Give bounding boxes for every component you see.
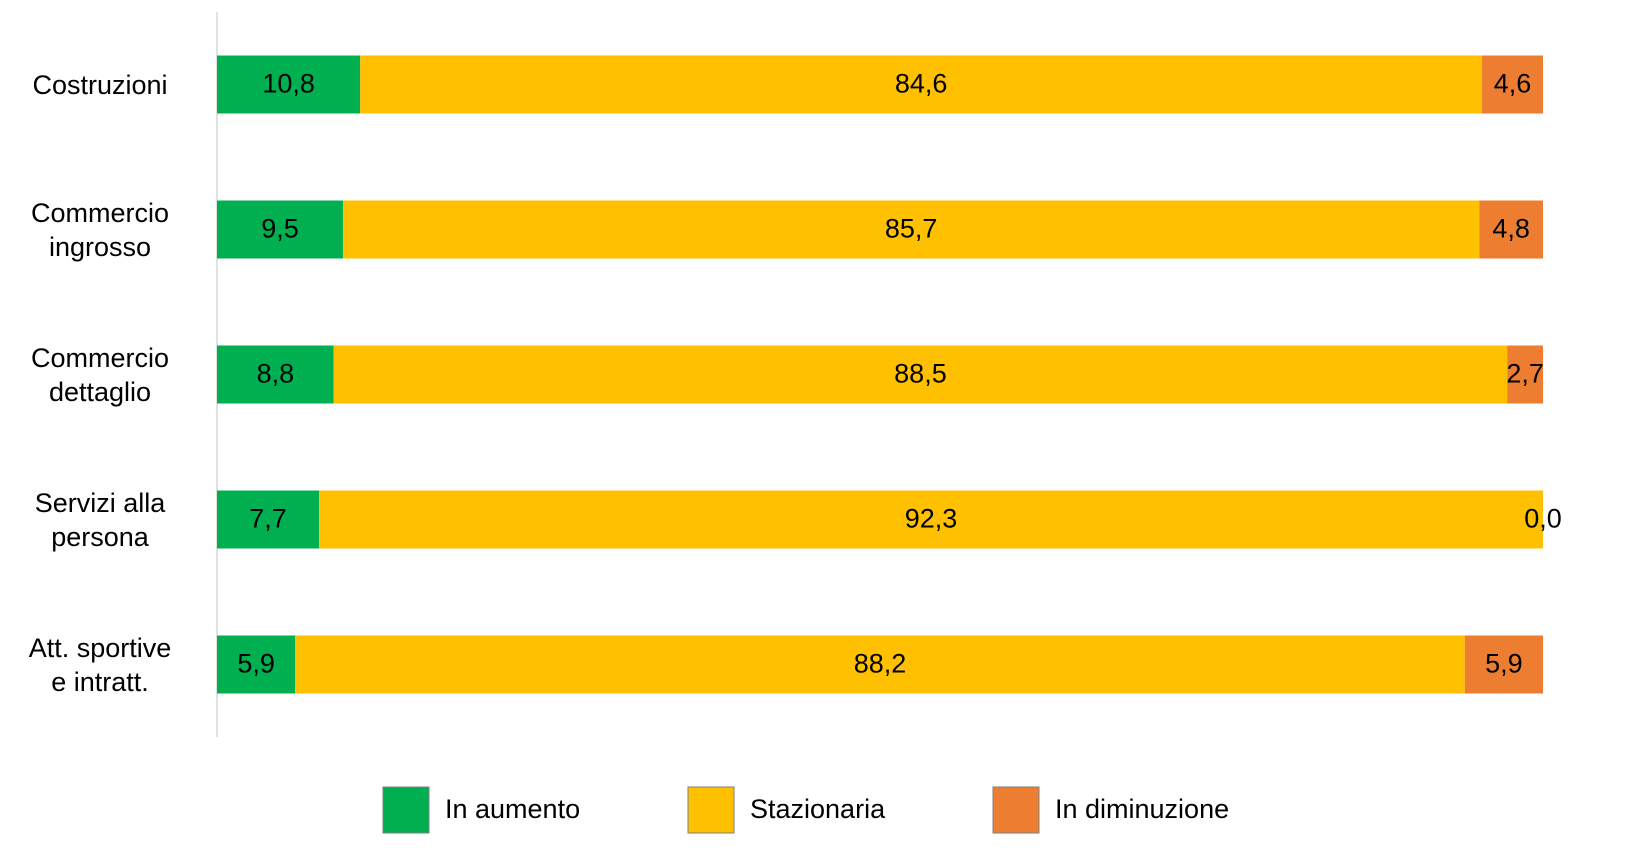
data-label: 2,7 — [1506, 359, 1544, 389]
bar-segment — [333, 345, 1508, 404]
data-label: 85,7 — [885, 214, 938, 244]
bar-segment — [342, 200, 1480, 259]
y-tick-label: Commercio ingrosso — [30, 197, 170, 262]
bar-segment — [360, 55, 1483, 114]
legend-swatch — [687, 786, 735, 834]
legend-label: In diminuzione — [1055, 794, 1229, 824]
y-tick-label: Servizi alla persona — [34, 487, 166, 552]
data-label: 92,3 — [905, 504, 958, 534]
data-label: 0,0 — [1524, 504, 1562, 534]
bar-segment — [217, 200, 343, 259]
data-label: 84,6 — [895, 69, 948, 99]
data-label: 5,9 — [1485, 649, 1523, 679]
data-label: 8,8 — [257, 359, 295, 389]
data-label: 4,6 — [1494, 69, 1532, 99]
y-tick-label: Commercio dettaglio — [30, 342, 170, 407]
bar-segment — [1464, 635, 1543, 694]
data-label: 10,8 — [262, 69, 315, 99]
legend-label: In aumento — [445, 794, 580, 824]
y-tick-label: Costruzioni — [32, 69, 168, 100]
data-label: 4,8 — [1492, 214, 1530, 244]
bar-segment — [1507, 345, 1543, 404]
legend-swatch — [992, 786, 1040, 834]
bar-segment — [295, 635, 1465, 694]
bar-segment — [217, 345, 334, 404]
bar-segment — [319, 490, 1543, 549]
data-label: 88,5 — [894, 359, 947, 389]
legend-label: Stazionaria — [750, 794, 886, 824]
data-label: 5,9 — [237, 649, 275, 679]
bar-segment — [217, 635, 296, 694]
bar-segment — [217, 55, 361, 114]
bar-segment — [217, 490, 320, 549]
y-tick-label: Att. sportive e intratt. — [28, 632, 172, 697]
data-label: 9,5 — [261, 214, 299, 244]
bar-segment — [1482, 55, 1543, 114]
legend-swatch — [382, 786, 430, 834]
data-label: 88,2 — [854, 649, 907, 679]
bar-segment — [1479, 200, 1543, 259]
data-label: 7,7 — [249, 504, 287, 534]
